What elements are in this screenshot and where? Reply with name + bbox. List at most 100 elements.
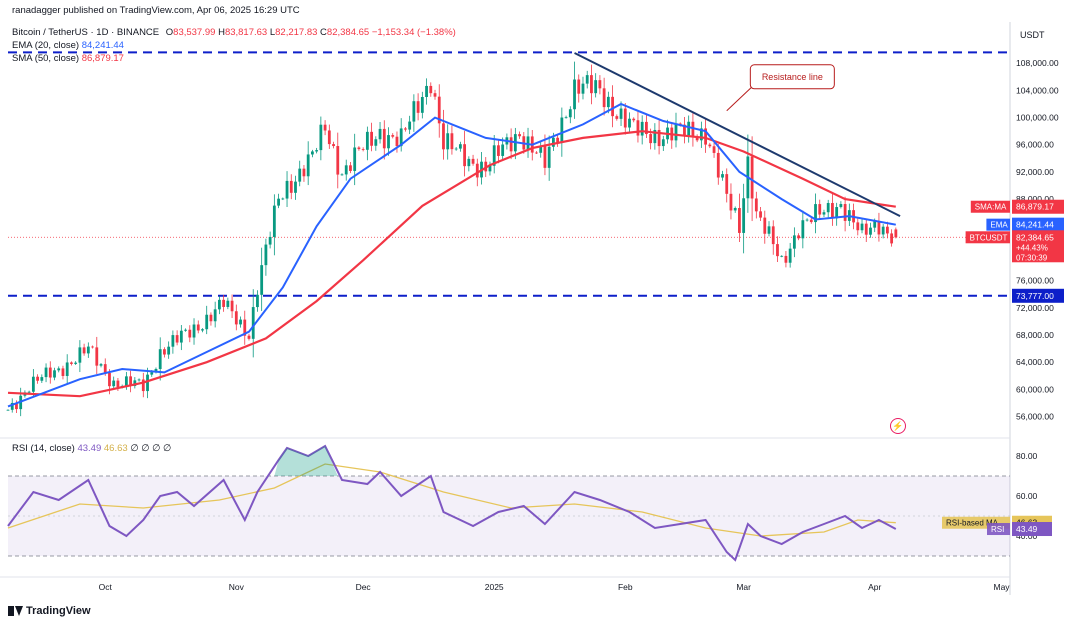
x-tick-label: 2025	[485, 582, 504, 592]
y-tick-label: 68,000.00	[1016, 330, 1054, 340]
candle-body	[716, 152, 720, 178]
tradingview-logo[interactable]: TradingView	[8, 605, 91, 617]
candle-body	[687, 121, 691, 137]
candle-body	[365, 131, 369, 150]
candle-body	[192, 324, 196, 338]
candle-body	[894, 229, 898, 238]
candle-body	[332, 144, 335, 147]
candle-body	[91, 346, 94, 348]
ema-legend[interactable]: EMA (20, close) 84,241.44	[12, 40, 124, 51]
candle-body	[179, 330, 183, 343]
rsi-axis-value-bg	[1012, 522, 1052, 537]
candle-body	[856, 222, 860, 231]
candle-body	[425, 85, 428, 98]
candle-body	[196, 324, 200, 331]
resistance-trendline	[574, 52, 901, 218]
candle-body	[298, 168, 302, 182]
candle-body	[222, 299, 226, 307]
candle-body	[27, 391, 31, 393]
candle-body	[6, 409, 10, 411]
candle-body	[353, 147, 357, 171]
candle-body	[788, 248, 792, 263]
candle-body	[239, 319, 242, 325]
candle-body	[133, 380, 137, 387]
candle-body	[640, 121, 644, 136]
candle-body	[86, 346, 90, 354]
candle-body	[281, 198, 285, 200]
lightning-icon[interactable]: ⚡	[890, 418, 906, 434]
candle-body	[378, 128, 382, 140]
candle-body	[653, 129, 657, 144]
candle-body	[771, 226, 775, 245]
candle-body	[36, 376, 39, 381]
x-tick-label: Dec	[356, 582, 372, 592]
ema-line	[7, 102, 896, 408]
candle-body	[573, 79, 576, 110]
candle-body	[577, 79, 581, 94]
x-tick-label: May	[994, 582, 1011, 592]
candle-body	[759, 211, 762, 218]
candle-body	[408, 121, 412, 130]
candle-body	[526, 136, 530, 150]
candle-body	[805, 219, 809, 221]
candle-body	[217, 299, 221, 310]
candle-body	[31, 376, 35, 392]
btc-axis-bg	[1012, 230, 1064, 263]
candle-body	[860, 223, 864, 231]
candle-body	[585, 75, 589, 84]
candles-group	[6, 61, 898, 417]
candle-body	[10, 402, 14, 410]
sma-legend[interactable]: SMA (50, close) 86,879.17	[12, 53, 124, 64]
y-tick-label: 56,000.00	[1016, 412, 1054, 422]
candle-body	[116, 380, 120, 388]
y-tick-label: 76,000.00	[1016, 276, 1054, 286]
candle-body	[294, 181, 297, 193]
candle-body	[315, 150, 319, 152]
candle-body	[683, 124, 686, 137]
candle-body	[44, 367, 48, 378]
candle-body	[112, 380, 116, 387]
candle-body	[450, 133, 454, 150]
candle-body	[581, 83, 585, 94]
candle-body	[272, 205, 276, 237]
candle-body	[699, 128, 703, 141]
candle-body	[606, 96, 610, 108]
candle-body	[818, 204, 822, 215]
candle-body	[57, 368, 61, 371]
candle-body	[213, 309, 217, 322]
candle-body	[391, 135, 395, 137]
candle-body	[344, 165, 348, 175]
candle-body	[750, 156, 754, 199]
candle-body	[374, 139, 378, 146]
candle-body	[797, 235, 801, 239]
candle-body	[602, 88, 606, 108]
candle-body	[387, 135, 390, 149]
annotation-box	[749, 64, 835, 90]
publisher-line: ranadagger published on TradingView.com,…	[12, 5, 300, 16]
candle-body	[721, 174, 724, 178]
rsi-ma-line	[7, 463, 896, 537]
candle-body	[843, 204, 847, 221]
annotation-text: Resistance line	[762, 72, 823, 82]
candle-body	[201, 329, 204, 331]
candle-body	[48, 367, 52, 378]
candle-body	[619, 108, 623, 119]
candle-body	[873, 221, 877, 228]
y-tick-label: 64,000.00	[1016, 357, 1054, 367]
candle-body	[547, 146, 551, 168]
candle-body	[826, 203, 830, 213]
rsi-y-tick-label: 80.00	[1016, 451, 1038, 461]
candle-body	[674, 123, 678, 141]
candle-body	[70, 362, 73, 364]
rsi-legend[interactable]: RSI (14, close) 43.49 46.63 ∅ ∅ ∅ ∅	[12, 443, 172, 454]
candle-body	[742, 198, 746, 233]
candle-body	[230, 300, 234, 312]
candle-body	[881, 226, 885, 235]
candle-body	[598, 80, 602, 89]
candle-body	[251, 307, 255, 339]
candle-body	[416, 101, 420, 113]
sma-line	[7, 130, 896, 398]
candle-body	[205, 314, 209, 330]
candle-body	[590, 75, 593, 94]
